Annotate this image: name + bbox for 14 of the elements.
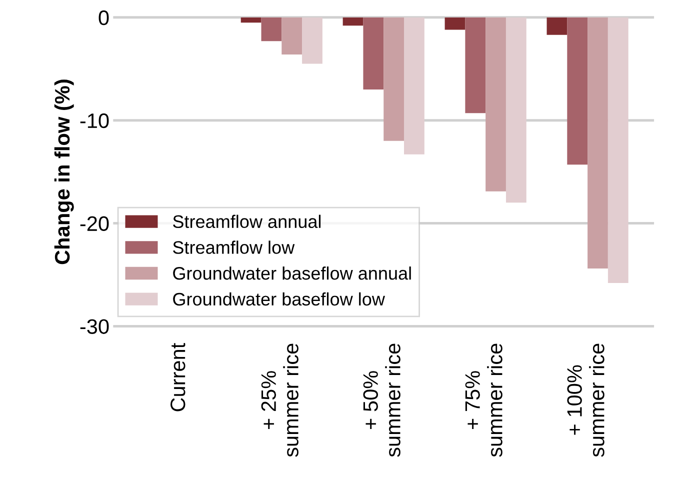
y-tick-label: -20 [80, 216, 109, 232]
y-tick-label: -30 [80, 319, 109, 334]
legend-label: Groundwater baseflow annual [173, 266, 411, 280]
x-tick-label: + 100% summer rice [567, 344, 604, 457]
y-axis-title: Change in flow (%) [54, 80, 74, 264]
x-tick-label: + 25% summer rice [261, 344, 298, 457]
y-tick-label: 0 [98, 10, 109, 26]
legend-label: Streamflow low [173, 240, 295, 254]
legend-label: Groundwater baseflow low [173, 292, 385, 306]
x-tick-label: + 50% summer rice [363, 344, 400, 457]
y-tick-label: -10 [80, 113, 109, 128]
legend-label: Streamflow annual [173, 214, 321, 228]
x-tick-label: Current [170, 343, 186, 412]
x-tick-label: + 75% summer rice [465, 344, 502, 457]
